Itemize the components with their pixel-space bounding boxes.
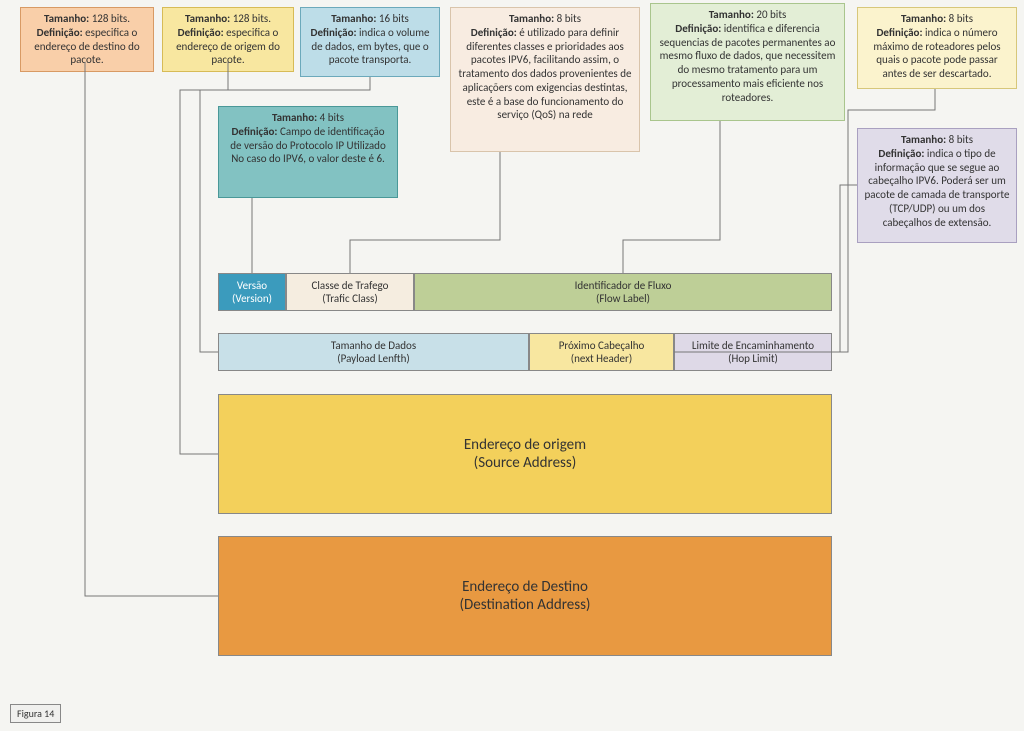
field-version: Versão (Version) — [218, 273, 286, 311]
field-label-pt: Tamanho de Dados — [219, 339, 528, 352]
value: 8 bits — [949, 133, 973, 146]
label: Tamanho: — [509, 12, 554, 25]
field-flow-label: Identificador de Fluxo (Flow Label) — [414, 273, 832, 311]
label: Definição: — [471, 26, 517, 39]
callout-source: Tamanho: 128 bits. Definição: especifica… — [162, 7, 294, 72]
callout-traffic-class: Tamanho: 8 bits Definição: é utilizado p… — [450, 7, 640, 152]
value: é utilizado para definir diferentes clas… — [459, 26, 632, 122]
value: 4 bits — [320, 111, 344, 124]
callout-destination: Tamanho: 128 bits. Definição: especifica… — [20, 7, 154, 72]
figure-caption: Figura 14 — [10, 704, 61, 723]
field-label-pt: Classe de Trafego — [287, 279, 413, 292]
label: Definição: — [37, 26, 83, 39]
field-label-en: (Trafic Class) — [287, 292, 413, 305]
label: Definição: — [311, 26, 357, 39]
label: Definição: — [231, 125, 277, 138]
label: Tamanho: — [901, 133, 946, 146]
label: Tamanho: — [901, 12, 946, 25]
field-payload-length: Tamanho de Dados (Payload Lenfth) — [218, 333, 529, 371]
label: Tamanho: — [44, 12, 89, 25]
value: No caso do IPV6, o valor deste é 6. — [231, 152, 385, 165]
callout-payload: Tamanho: 16 bits Definição: indica o vol… — [300, 7, 440, 77]
field-label-pt: Identificador de Fluxo — [415, 279, 831, 292]
field-label-en: (Hop Limit) — [675, 352, 831, 365]
label: Definição: — [675, 22, 721, 35]
field-label-pt: Próximo Cabeçalho — [530, 339, 673, 352]
field-label-en: (next Header) — [530, 352, 673, 365]
field-source-address: Endereço de origem (Source Address) — [218, 394, 832, 514]
value: 20 bits — [756, 8, 786, 21]
value: 8 bits — [949, 12, 973, 25]
field-label-pt: Endereço de Destino — [219, 578, 831, 596]
callout-flow-label: Tamanho: 20 bits Definição: identifica e… — [650, 3, 845, 121]
label: Definição: — [876, 26, 922, 39]
callout-hop-limit: Tamanho: 8 bits Definição: indica o núme… — [857, 7, 1017, 89]
callout-next-header: Tamanho: 8 bits Definição: indica o tipo… — [857, 128, 1017, 243]
label: Tamanho: — [331, 12, 376, 25]
field-destination-address: Endereço de Destino (Destination Address… — [218, 536, 832, 656]
field-label-pt: Limite de Encaminhamento — [675, 339, 831, 352]
field-label-en: (Flow Label) — [415, 292, 831, 305]
callout-version: Tamanho: 4 bits Definição: Campo de iden… — [218, 106, 398, 198]
label: Definição: — [178, 26, 224, 39]
field-label-pt: Endereço de origem — [219, 436, 831, 454]
field-label-en: (Payload Lenfth) — [219, 352, 528, 365]
value: 128 bits. — [233, 12, 271, 25]
value: 128 bits. — [92, 12, 130, 25]
value: 8 bits — [557, 12, 581, 25]
label: Tamanho: — [185, 12, 230, 25]
value: 16 bits — [379, 12, 409, 25]
field-label-pt: Versão — [219, 279, 285, 292]
field-label-en: (Version) — [219, 292, 285, 305]
field-next-header: Próximo Cabeçalho (next Header) — [529, 333, 674, 371]
field-traffic-class: Classe de Trafego (Trafic Class) — [286, 273, 414, 311]
label: Tamanho: — [272, 111, 317, 124]
field-label-en: (Destination Address) — [219, 596, 831, 614]
field-hop-limit: Limite de Encaminhamento (Hop Limit) — [674, 333, 832, 371]
label: Tamanho: — [709, 8, 754, 21]
label: Definição: — [878, 147, 924, 160]
field-label-en: (Source Address) — [219, 454, 831, 472]
